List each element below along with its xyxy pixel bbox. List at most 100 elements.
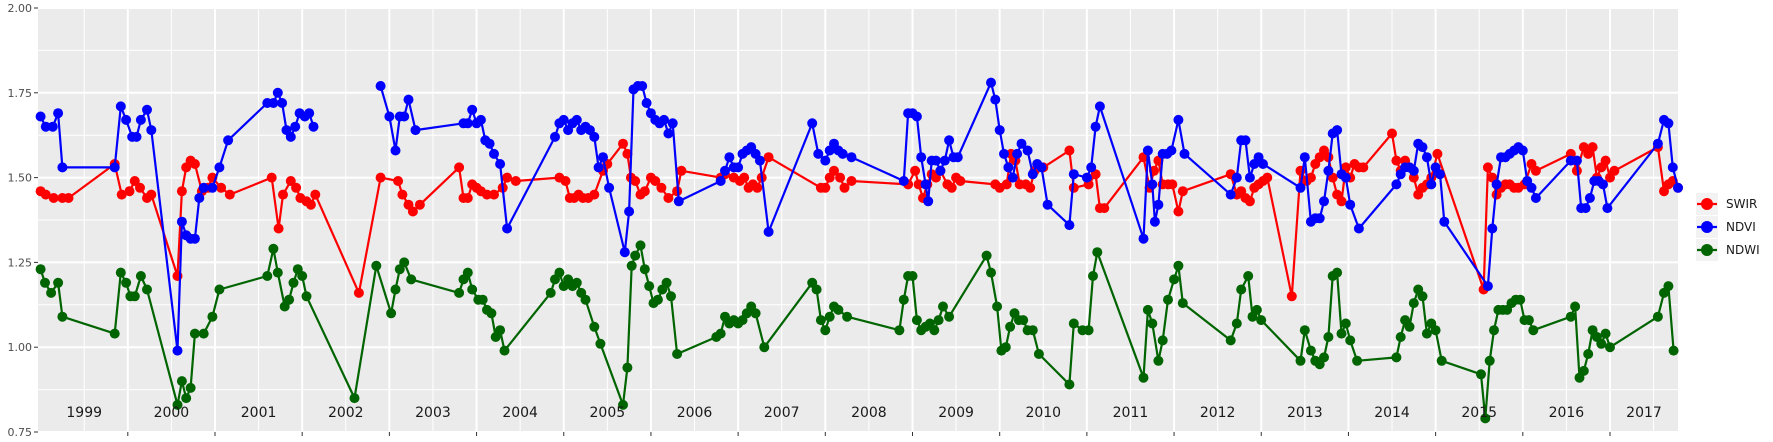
ndvi-point: [659, 114, 669, 125]
swir-point: [839, 182, 850, 193]
ndvi-point: [1314, 213, 1325, 224]
ndwi-point: [759, 342, 770, 353]
ndwi-point: [1027, 325, 1038, 336]
ndvi-point: [1042, 199, 1053, 210]
ndvi-point: [923, 196, 934, 207]
swir-point: [752, 182, 763, 193]
legend-label-ndwi: NDWI: [1726, 243, 1760, 257]
ndvi-point: [1517, 145, 1528, 156]
ndvi-point: [1353, 223, 1364, 234]
swir-point: [393, 176, 404, 186]
x-axis: [127, 432, 1611, 436]
ndwi-point: [172, 399, 183, 410]
ndvi-point: [214, 162, 225, 173]
ndwi-point: [1515, 294, 1526, 305]
swir-point: [189, 159, 200, 169]
ndvi-point: [142, 104, 152, 115]
year-label: 2012: [1200, 405, 1236, 421]
ndvi-point: [1332, 125, 1343, 136]
ndvi-point: [820, 155, 831, 166]
ndvi-point: [1584, 193, 1595, 203]
ndvi-point: [109, 162, 120, 173]
swir-point: [1286, 291, 1297, 302]
ndvi-point: [135, 114, 146, 125]
ndvi-point: [1663, 118, 1674, 129]
ndvi-point: [999, 148, 1009, 159]
ndvi-point: [35, 111, 46, 122]
ndvi-point: [619, 247, 630, 258]
ndvi-point: [1482, 281, 1493, 292]
year-label: 2006: [677, 405, 713, 421]
swir-point: [1391, 155, 1402, 166]
year-label: 2015: [1461, 405, 1497, 421]
ndvi-point: [121, 114, 132, 125]
y-tick-label: 1.50: [8, 172, 33, 185]
ndwi-point: [1668, 345, 1679, 356]
year-label: 2004: [502, 405, 538, 421]
ndvi-point: [1153, 199, 1164, 210]
ndwi-point: [1173, 260, 1184, 271]
ndwi-point: [135, 271, 146, 281]
ndwi-point: [371, 260, 382, 271]
ndwi-point: [1352, 355, 1363, 366]
ndwi-point: [495, 325, 506, 336]
ndwi-point: [1528, 325, 1539, 336]
swir-point: [846, 176, 857, 186]
ndwi-point: [406, 274, 417, 285]
ndwi-point: [815, 315, 826, 326]
ndwi-point: [1138, 372, 1149, 383]
ndvi-point: [1003, 162, 1014, 173]
year-label: 2009: [938, 405, 974, 421]
swir-point: [829, 165, 839, 176]
ndvi-point: [53, 108, 64, 119]
ndvi-point: [1408, 165, 1419, 176]
legend-key-point: [1701, 244, 1713, 256]
ndvi-point: [1673, 182, 1683, 193]
ndwi-point: [554, 267, 565, 278]
ndvi-point: [663, 128, 674, 139]
swir-point: [618, 138, 628, 149]
ndwi-point: [1305, 345, 1316, 356]
y-tick-label: 2.00: [8, 2, 33, 15]
ndvi-point: [1138, 233, 1149, 244]
ndwi-point: [1476, 369, 1486, 380]
ndvi-point: [624, 206, 635, 217]
ndwi-point: [40, 277, 50, 288]
swir-point: [639, 186, 650, 197]
ndwi-point: [1565, 311, 1576, 322]
ndwi-point: [1583, 349, 1594, 359]
ndvi-point: [1345, 199, 1356, 210]
year-label: 2010: [1025, 405, 1061, 421]
year-label: 2007: [764, 405, 800, 421]
ndwi-point: [1157, 335, 1168, 346]
ndvi-point: [399, 111, 410, 122]
year-labels: 1999 2000 2001 2002 2003 2004 2005 2006 2007 2008…: [66, 405, 1661, 421]
year-label: 2003: [415, 405, 451, 421]
ndvi-point: [207, 182, 218, 193]
ndvi-point: [931, 155, 941, 166]
ndvi-point: [807, 118, 818, 129]
ndwi-point: [1231, 318, 1242, 329]
ndvi-point: [720, 165, 730, 176]
ndwi-point: [1163, 294, 1173, 305]
swir-point: [1244, 196, 1255, 207]
ndwi-point: [1068, 318, 1079, 329]
ndwi-point: [1092, 247, 1103, 258]
ndvi-point: [1526, 182, 1537, 193]
swir-point: [739, 172, 750, 183]
ndvi-point: [1022, 145, 1033, 156]
ndwi-point: [1332, 267, 1343, 278]
ndwi-point: [981, 250, 992, 261]
ndvi-point: [1173, 114, 1184, 125]
ndvi-point: [911, 111, 922, 122]
ndvi-point: [1439, 216, 1450, 227]
ndwi-point: [467, 284, 478, 295]
ndvi-point: [1426, 179, 1437, 190]
swir-point: [224, 189, 235, 200]
swir-point: [663, 193, 674, 203]
ndwi-point: [1147, 318, 1158, 329]
year-label: 2014: [1374, 405, 1410, 421]
ndwi-point: [1064, 379, 1075, 390]
ndwi-point: [129, 291, 140, 302]
